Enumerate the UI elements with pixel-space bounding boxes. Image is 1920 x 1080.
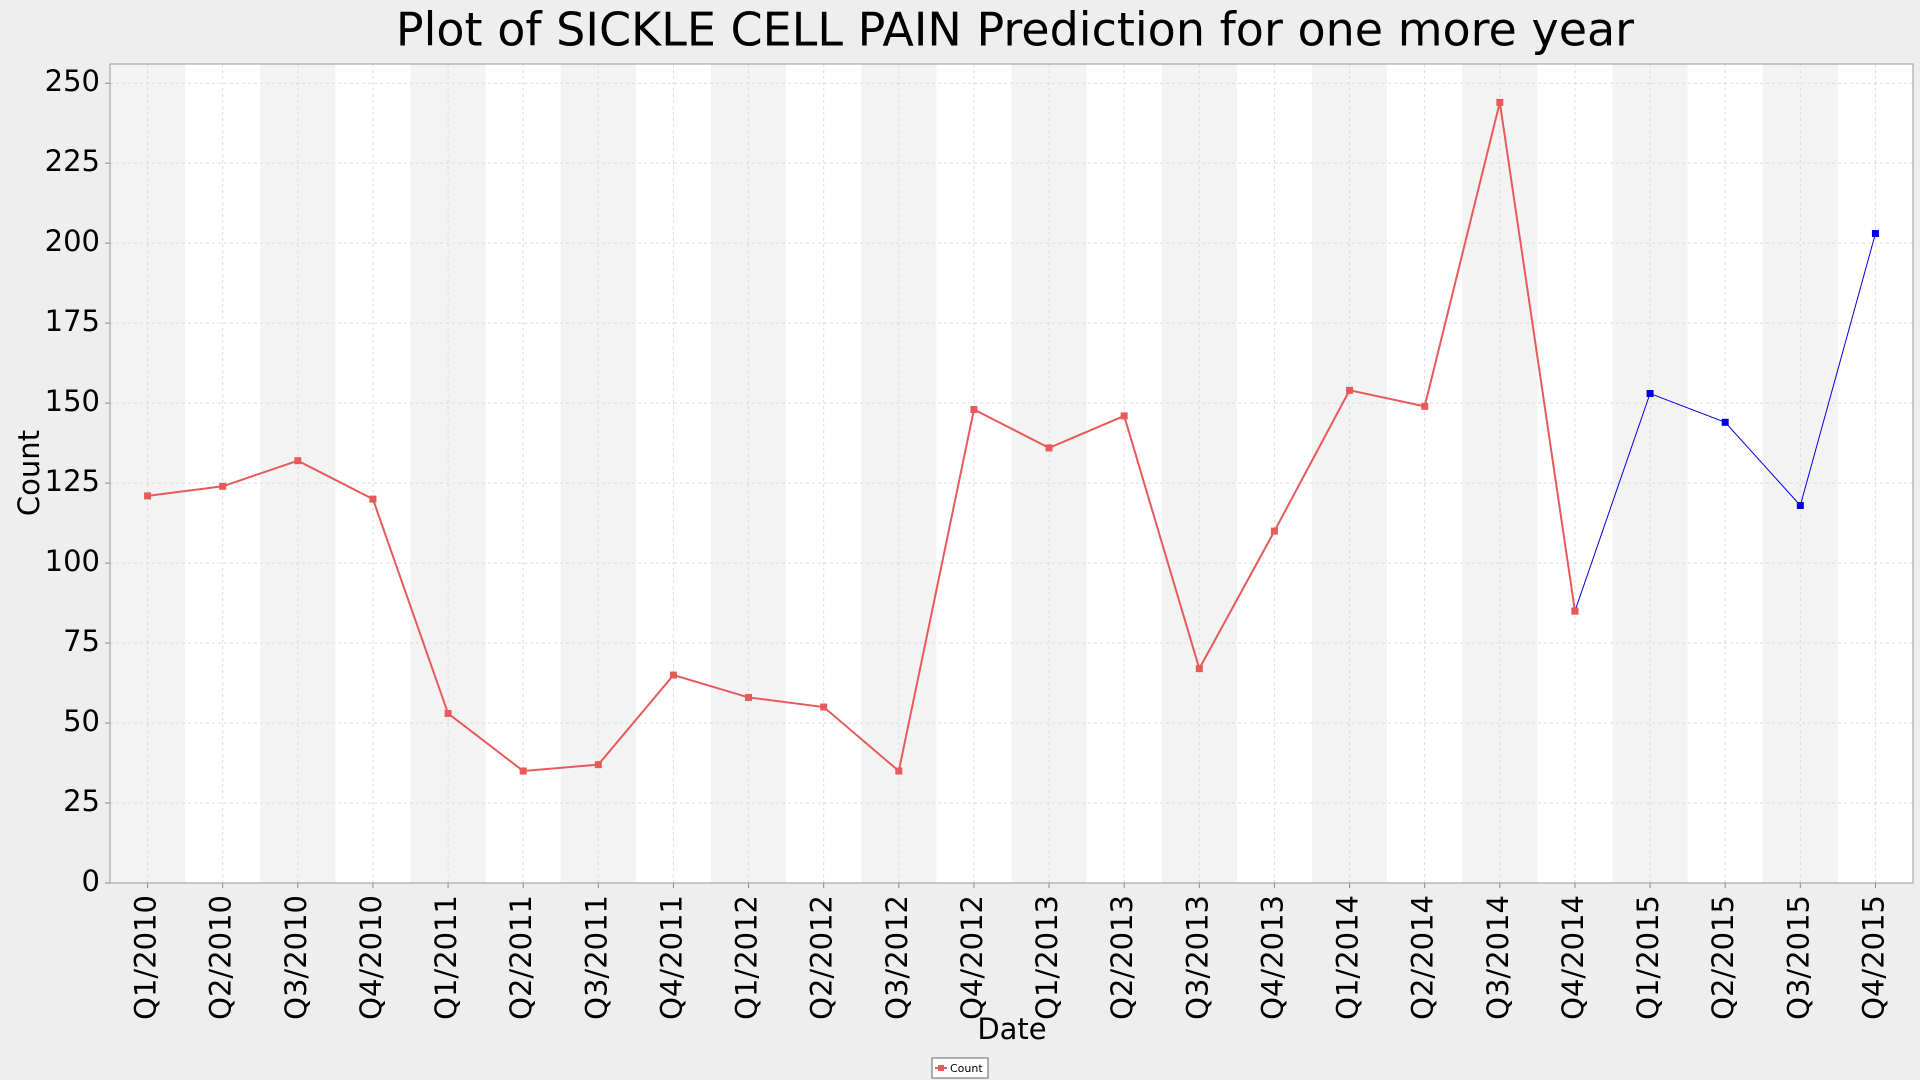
point [1571,607,1579,615]
x-tick-label: Q3/2014 [1481,895,1515,1020]
y-tick-label: 250 [45,64,100,98]
x-tick-label: Q2/2012 [805,895,839,1020]
point [1496,98,1504,106]
point [820,703,828,711]
x-tick-label: Q1/2011 [429,895,463,1020]
x-tick-label: Q4/2011 [654,895,688,1020]
point [669,671,677,679]
y-tick-label: 175 [45,304,100,338]
x-axis-label: Date [977,1012,1046,1046]
x-tick-label: Q2/2014 [1406,895,1440,1020]
y-tick-label: 150 [45,384,100,418]
legend-box [931,1057,989,1079]
point [970,406,978,414]
y-tick-label: 125 [45,464,100,498]
y-tick-label: 225 [45,144,100,178]
point [1796,501,1804,509]
x-tick-label: Q1/2013 [1030,895,1064,1020]
y-tick-label: 200 [45,224,100,258]
point [1195,665,1203,673]
point [1871,230,1879,238]
y-axis-label: Count [12,430,46,516]
x-tick-label: Q4/2010 [354,895,388,1020]
x-tick-label: Q2/2015 [1706,895,1740,1020]
legend-label: Count [950,1062,983,1075]
x-tick-label: Q4/2015 [1856,895,1890,1020]
x-tick-label: Q1/2012 [730,895,764,1020]
y-tick-label: 100 [45,544,100,578]
x-tick-label: Q4/2012 [955,895,989,1020]
point [1346,386,1354,394]
point [745,693,753,701]
point [1270,527,1278,535]
x-tick-label: Q1/2010 [129,895,163,1020]
x-tick-label: Q3/2012 [880,895,914,1020]
legend-marker [938,1065,944,1071]
series-line [147,102,1576,773]
x-tick-label: Q2/2011 [504,895,538,1020]
x-tick-label: Q1/2015 [1631,895,1665,1020]
point [895,767,903,775]
point [519,767,527,775]
y-tick-label: 25 [63,784,100,818]
point [1421,402,1429,410]
point [1646,390,1654,398]
point [1120,412,1128,420]
plot-border [109,63,1914,884]
y-tick-label: 75 [63,624,100,658]
y-tick-label: 50 [63,704,100,738]
point [219,482,227,490]
point [444,709,452,717]
point [594,761,602,769]
x-tick-label: Q2/2010 [204,895,238,1020]
x-tick-label: Q3/2013 [1180,895,1214,1020]
x-tick-label: Q3/2011 [579,895,613,1020]
point [369,495,377,503]
point [1721,418,1729,426]
chart-title: Plot of SICKLE CELL PAIN Prediction for … [396,3,1634,57]
x-tick-label: Q3/2015 [1781,895,1815,1020]
point [294,457,302,465]
x-tick-label: Q1/2014 [1331,895,1365,1020]
point [1045,444,1053,452]
x-tick-label: Q4/2014 [1556,895,1590,1020]
x-tick-label: Q2/2013 [1105,895,1139,1020]
x-tick-label: Q3/2010 [279,895,313,1020]
x-tick-label: Q4/2013 [1255,895,1289,1020]
y-tick-label: 0 [82,864,100,898]
point [144,492,152,500]
